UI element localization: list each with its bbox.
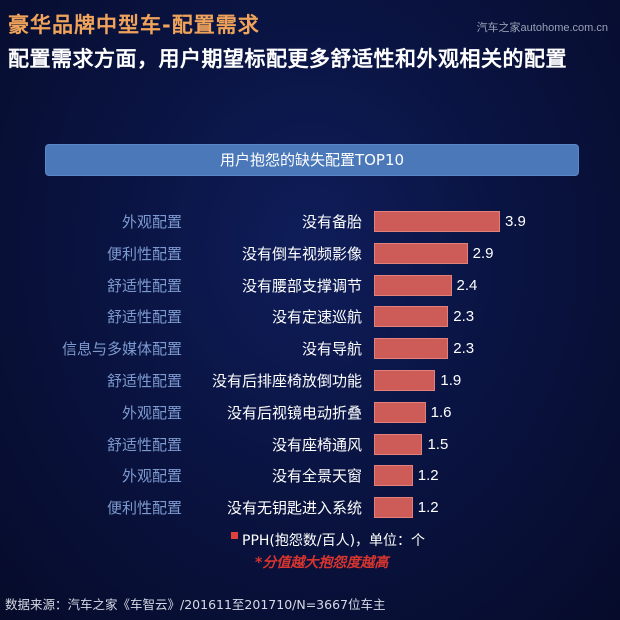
item-label: 没有定速巡航 [271, 308, 362, 327]
bar [374, 497, 413, 519]
chart-row: 便利性配置 没有无钥匙进入系统 1.2 [0, 497, 620, 519]
item-label: 没有倒车视频影像 [241, 244, 362, 263]
value-label: 2.9 [472, 244, 494, 262]
item-label: 没有座椅通风 [271, 435, 362, 454]
item-label: 没有备胎 [301, 213, 362, 231]
item-label: 没有无钥匙进入系统 [226, 499, 362, 518]
bar [374, 370, 436, 391]
chart-row: 外观配置 没有全景天窗 1.2 [0, 465, 620, 487]
brand-watermark: 汽车之家autohome.com.cn [476, 22, 608, 34]
bar [374, 401, 426, 423]
item-label: 没有腰部支撑调节 [241, 276, 362, 295]
bar [374, 274, 452, 296]
category-label: 外观配置 [121, 213, 182, 231]
category-label: 便利性配置 [106, 499, 182, 518]
chart-row: 舒适性配置 没有后排座椅放倒功能 1.9 [0, 370, 620, 392]
value-label: 2.4 [456, 276, 478, 294]
page-subtitle: 配置需求方面，用户期望标配更多舒适性和外观相关的配置 [8, 47, 567, 71]
value-label: 1.2 [417, 467, 439, 485]
category-label: 外观配置 [121, 467, 182, 486]
bar [374, 338, 449, 360]
bar [374, 433, 423, 455]
bar [374, 242, 468, 264]
item-label: 没有全景天窗 [271, 467, 362, 486]
item-label: 没有后视镜电动折叠 [226, 403, 362, 422]
value-label: 1.9 [440, 372, 462, 389]
page-title: 豪华品牌中型车-配置需求 [8, 13, 260, 37]
item-label: 没有后排座椅放倒功能 [211, 372, 362, 390]
legend-label: PPH(抱怨数/百人)，单位：个 [242, 533, 426, 549]
bar [374, 211, 500, 232]
chart-legend: PPH(抱怨数/百人)，单位：个 [231, 530, 425, 550]
chart-title-banner: 用户抱怨的缺失配置TOP10 [45, 144, 579, 176]
value-label: 1.5 [427, 435, 449, 453]
chart-row: 舒适性配置 没有腰部支撑调节 2.4 [0, 274, 620, 297]
value-label: 1.2 [417, 499, 439, 517]
chart-row: 信息与多媒体配置 没有导航 2.3 [0, 338, 620, 360]
value-label: 2.3 [453, 340, 475, 358]
legend-swatch-icon [231, 532, 238, 539]
category-label: 外观配置 [121, 403, 182, 422]
chart-row: 外观配置 没有后视镜电动折叠 1.6 [0, 401, 620, 424]
category-label: 舒适性配置 [106, 435, 182, 454]
chart-row: 外观配置 没有备胎 3.9 [0, 211, 620, 233]
category-label: 舒适性配置 [106, 372, 182, 390]
category-label: 舒适性配置 [106, 276, 182, 295]
chart-note: *分值越大抱怨度越高 [255, 555, 389, 571]
category-label: 舒适性配置 [106, 308, 182, 327]
item-label: 没有导航 [301, 340, 362, 359]
data-source: 数据来源：汽车之家《车智云》/201611至201710/N=3667位车主 [5, 597, 386, 612]
value-label: 3.9 [504, 213, 526, 230]
bar [374, 465, 413, 487]
value-label: 1.6 [430, 403, 452, 421]
chart-row: 舒适性配置 没有定速巡航 2.3 [0, 306, 620, 328]
category-label: 便利性配置 [106, 244, 182, 263]
bar [374, 306, 449, 328]
chart-row: 舒适性配置 没有座椅通风 1.5 [0, 433, 620, 456]
chart-row: 便利性配置 没有倒车视频影像 2.9 [0, 242, 620, 265]
category-label: 信息与多媒体配置 [61, 340, 182, 359]
value-label: 2.3 [453, 308, 475, 326]
